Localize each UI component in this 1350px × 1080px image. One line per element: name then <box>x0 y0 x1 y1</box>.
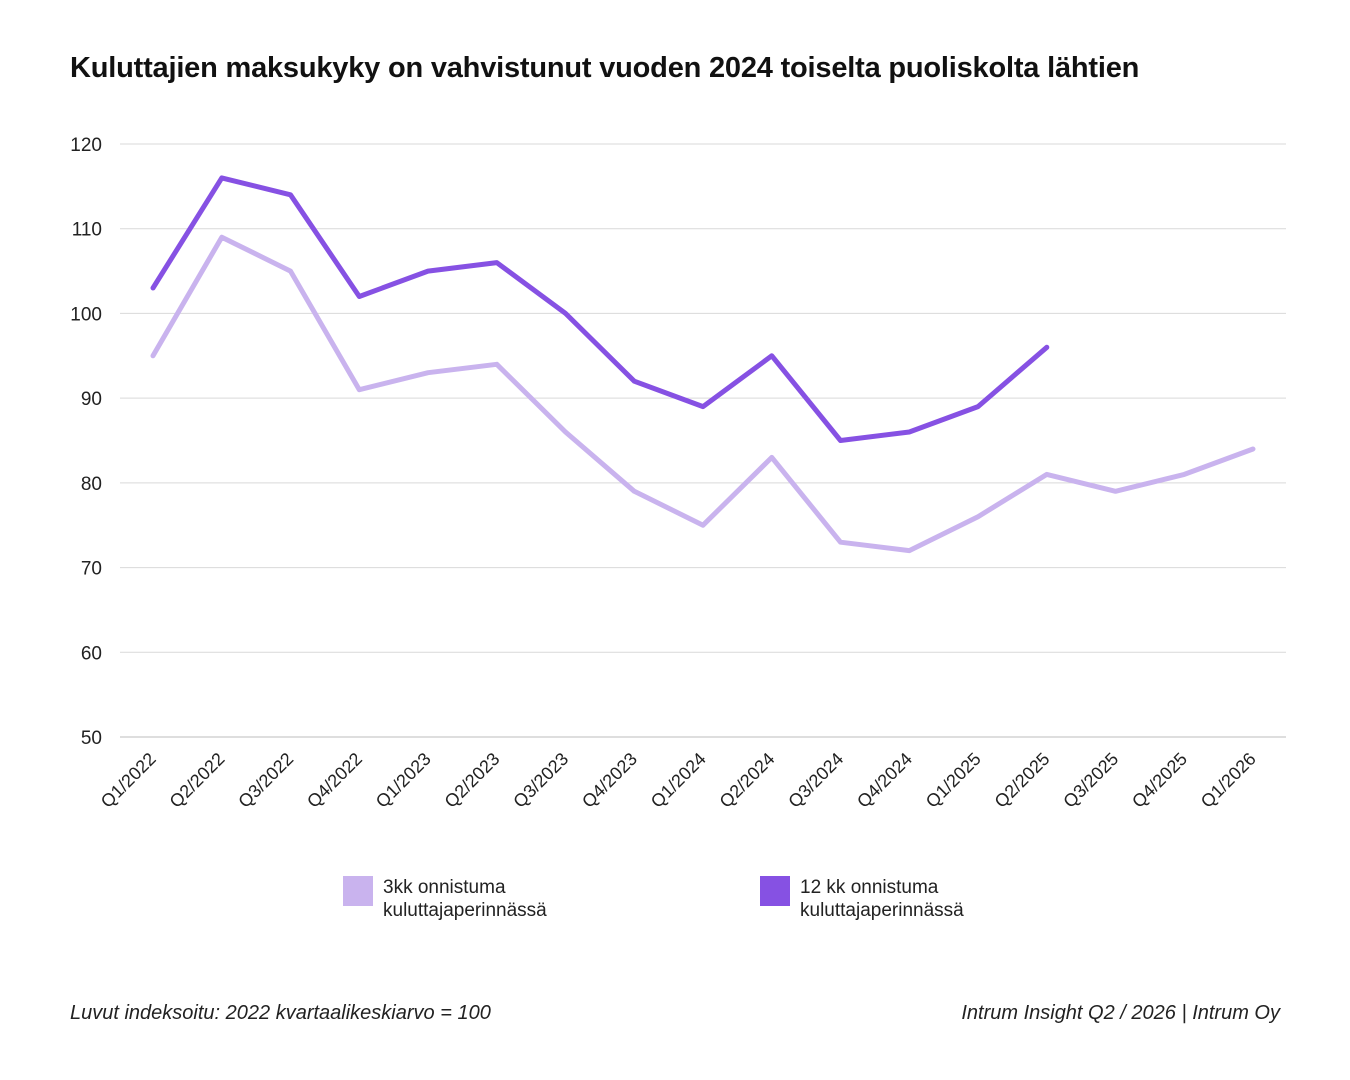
x-tick-label: Q4/2024 <box>853 749 916 812</box>
series-line-12kk <box>150 175 1050 443</box>
x-tick-label: Q1/2022 <box>97 749 160 812</box>
series-lines <box>150 175 1256 554</box>
footer-source: Intrum Insight Q2 / 2026 | Intrum Oy <box>961 1002 1280 1024</box>
x-tick-label: Q4/2025 <box>1128 749 1191 812</box>
x-tick-label: Q2/2022 <box>166 749 229 812</box>
gridlines <box>120 143 1286 738</box>
y-tick-label: 90 <box>81 389 102 410</box>
series-line-3kk <box>150 234 1256 554</box>
y-tick-label: 60 <box>81 643 102 664</box>
legend-label-3kk: 3kk onnistuma kuluttajaperinnässä <box>383 877 547 921</box>
chart-title: Kuluttajien maksukyky on vahvistunut vuo… <box>70 52 1140 84</box>
x-tick-label: Q1/2023 <box>372 749 435 812</box>
x-tick-label: Q3/2024 <box>784 749 847 812</box>
y-tick-label: 80 <box>81 474 102 495</box>
y-tick-label: 120 <box>70 135 102 156</box>
x-tick-label: Q3/2022 <box>234 749 297 812</box>
footer-note: Luvut indeksoitu: 2022 kvartaalikeskiarv… <box>70 1002 491 1024</box>
legend-item-3kk: 3kk onnistuma kuluttajaperinnässä <box>343 876 603 922</box>
x-tick-label: Q3/2025 <box>1059 749 1122 812</box>
x-tick-label: Q4/2022 <box>303 749 366 812</box>
x-tick-label: Q2/2024 <box>716 749 779 812</box>
y-tick-label: 50 <box>81 728 102 749</box>
legend-swatch-12kk <box>760 876 790 906</box>
x-tick-label: Q4/2023 <box>578 749 641 812</box>
x-axis-ticks: Q1/2022 Q2/2022 Q3/2022 Q4/2022 Q1/2023 Q2/20… <box>97 749 1260 812</box>
y-tick-label: 70 <box>81 559 102 580</box>
x-tick-label: Q1/2026 <box>1197 749 1260 812</box>
y-tick-label: 100 <box>70 304 102 325</box>
x-tick-label: Q3/2023 <box>509 749 572 812</box>
y-axis-ticks: 50 60 70 80 90 100 110 120 <box>70 135 102 749</box>
x-tick-label: Q2/2023 <box>441 749 504 812</box>
legend-swatch-3kk <box>343 876 373 906</box>
legend-item-12kk: 12 kk onnistuma kuluttajaperinnässä <box>760 876 1020 922</box>
x-tick-label: Q2/2025 <box>991 749 1054 812</box>
y-tick-label: 110 <box>72 220 102 241</box>
x-tick-label: Q1/2024 <box>647 749 710 812</box>
x-tick-label: Q1/2025 <box>922 749 985 812</box>
legend-label-12kk: 12 kk onnistuma kuluttajaperinnässä <box>800 877 964 921</box>
